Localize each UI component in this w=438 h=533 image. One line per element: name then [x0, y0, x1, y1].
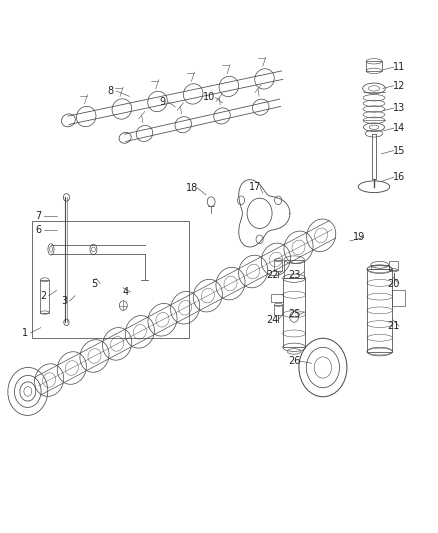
- Bar: [389, 261, 398, 270]
- Text: 4: 4: [122, 287, 128, 297]
- Bar: [372, 134, 375, 179]
- Text: 7: 7: [35, 211, 42, 221]
- Text: 19: 19: [353, 232, 365, 243]
- Text: 13: 13: [393, 103, 405, 113]
- Bar: [32, 221, 189, 338]
- Text: 23: 23: [288, 270, 300, 280]
- Text: 10: 10: [203, 92, 215, 102]
- Bar: [275, 305, 283, 316]
- Text: 17: 17: [249, 182, 261, 192]
- Bar: [40, 280, 49, 312]
- Bar: [272, 294, 283, 302]
- Text: 5: 5: [92, 279, 98, 288]
- Text: 14: 14: [393, 123, 405, 133]
- Bar: [367, 269, 392, 352]
- Text: 3: 3: [61, 296, 67, 306]
- Text: 26: 26: [288, 356, 300, 366]
- Text: 15: 15: [393, 146, 405, 156]
- Text: 24: 24: [266, 314, 279, 325]
- Bar: [284, 260, 304, 278]
- Bar: [371, 265, 389, 269]
- Text: 12: 12: [393, 81, 405, 91]
- Text: 2: 2: [40, 290, 46, 301]
- Text: 20: 20: [388, 279, 400, 288]
- Text: 16: 16: [393, 172, 405, 182]
- Bar: [366, 61, 382, 71]
- Text: 8: 8: [108, 86, 114, 96]
- Bar: [392, 290, 405, 306]
- Text: 9: 9: [159, 96, 165, 107]
- Bar: [275, 260, 283, 271]
- Text: 18: 18: [186, 183, 198, 193]
- Text: 22: 22: [266, 270, 279, 280]
- Text: 6: 6: [35, 225, 42, 236]
- Text: 21: 21: [388, 321, 400, 331]
- Bar: [283, 278, 305, 348]
- Text: 11: 11: [393, 62, 405, 72]
- Text: 25: 25: [288, 309, 300, 319]
- Text: 1: 1: [21, 328, 28, 338]
